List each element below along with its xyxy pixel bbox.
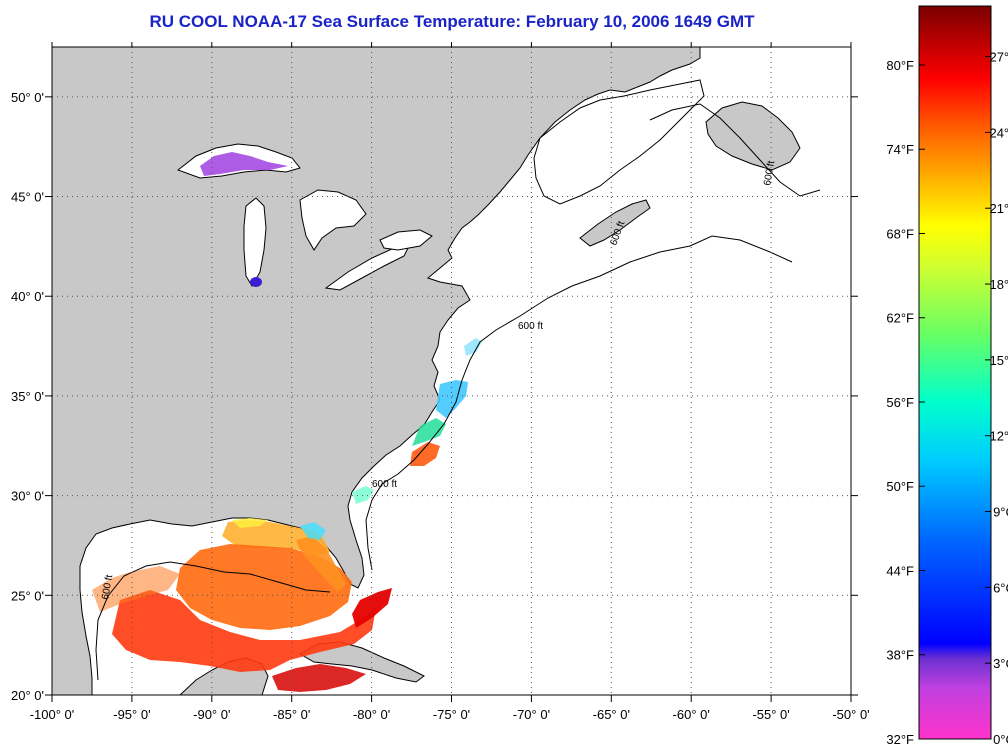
lon-label: -90° 0' [193, 707, 230, 722]
lon-label: -50° 0' [832, 707, 869, 722]
lon-label: -85° 0' [273, 707, 310, 722]
isobath-label-gulf: 600 ft [372, 479, 397, 490]
sst-gulf-stream-nc [410, 442, 440, 466]
isobath-label-texas: 600 ft [100, 574, 115, 601]
lat-label: 35° 0' [11, 389, 44, 404]
celsius-label: 24°C [989, 125, 1008, 140]
celsius-label: 0°C [993, 732, 1008, 747]
sst-lake-michigan [250, 277, 262, 287]
fahrenheit-label: 62°F [886, 311, 914, 326]
land-nova-scotia [579, 199, 651, 247]
sst-ne-coast [464, 338, 482, 356]
lat-label: 20° 0' [11, 688, 44, 703]
sst-gulf-south [112, 590, 376, 672]
celsius-label: 21°C [989, 201, 1008, 216]
celsius-label: 15°C [989, 353, 1008, 368]
sst-atlantic-sc [352, 486, 374, 504]
fahrenheit-label: 68°F [886, 226, 914, 241]
celsius-label: 3°C [993, 656, 1008, 671]
gulf-st-lawrence [533, 79, 705, 205]
celsius-label: 6°C [993, 580, 1008, 595]
sst-atlantic-north [436, 380, 468, 418]
lat-label: 45° 0' [11, 190, 44, 205]
celsius-label: 27°C [989, 50, 1008, 65]
sst-gulf-west [92, 566, 180, 612]
lon-label: -100° 0' [30, 707, 75, 722]
lat-label: 25° 0' [11, 588, 44, 603]
celsius-label: 12°C [989, 429, 1008, 444]
fahrenheit-label: 50°F [886, 479, 914, 494]
sst-big-bend [300, 522, 326, 540]
fahrenheit-label: 38°F [886, 648, 914, 663]
lake-huron [299, 189, 367, 251]
isobath-atlantic [365, 235, 793, 571]
sst-gulf-central [176, 544, 352, 630]
lon-label: -70° 0' [513, 707, 550, 722]
graticule [52, 47, 851, 695]
sst-atlantic-mid [412, 418, 446, 446]
lake-erie [324, 243, 411, 291]
sst-lake-superior [200, 152, 288, 176]
lake-michigan [243, 197, 267, 287]
isobath-labrador [649, 103, 821, 197]
fahrenheit-label: 80°F [886, 58, 914, 73]
sst-panhandle [232, 518, 268, 528]
lon-label: -65° 0' [593, 707, 630, 722]
fahrenheit-label: 74°F [886, 142, 914, 157]
lake-ontario [379, 229, 433, 251]
fahrenheit-label: 32°F [886, 732, 914, 747]
isobath-label-atlantic: 600 ft [518, 321, 543, 332]
colorbar-ticks: 27°C 24°C 21°C 18°C 15°C 12°C 9°C 6°C 3°C 0°C 80°F… [886, 50, 1008, 747]
lat-label: 50° 0' [11, 90, 44, 105]
lat-label: 40° 0' [11, 289, 44, 304]
colorbar [918, 5, 992, 740]
lat-label: 30° 0' [11, 489, 44, 504]
fahrenheit-label: 44°F [886, 563, 914, 578]
isobath-gulf [95, 561, 331, 681]
land-newfoundland [705, 101, 801, 171]
lon-label: -55° 0' [752, 707, 789, 722]
axes: -100° 0' -95° 0' -90° 0' -85° 0' -80° 0' -75°… [11, 42, 870, 722]
sst-florida-west [296, 536, 346, 592]
lon-label: -80° 0' [353, 707, 390, 722]
celsius-label: 9°C [993, 505, 1008, 520]
lon-label: -60° 0' [673, 707, 710, 722]
celsius-label: 18°C [989, 277, 1008, 292]
fahrenheit-label: 56°F [886, 395, 914, 410]
map-title: RU COOL NOAA-17 Sea Surface Temperature:… [149, 12, 755, 31]
land-north-america [52, 47, 701, 695]
lon-label: -75° 0' [433, 707, 470, 722]
sst-caribbean [272, 664, 366, 692]
isobath-label-labrador: 600 ft [762, 160, 777, 187]
lon-label: -95° 0' [113, 707, 150, 722]
